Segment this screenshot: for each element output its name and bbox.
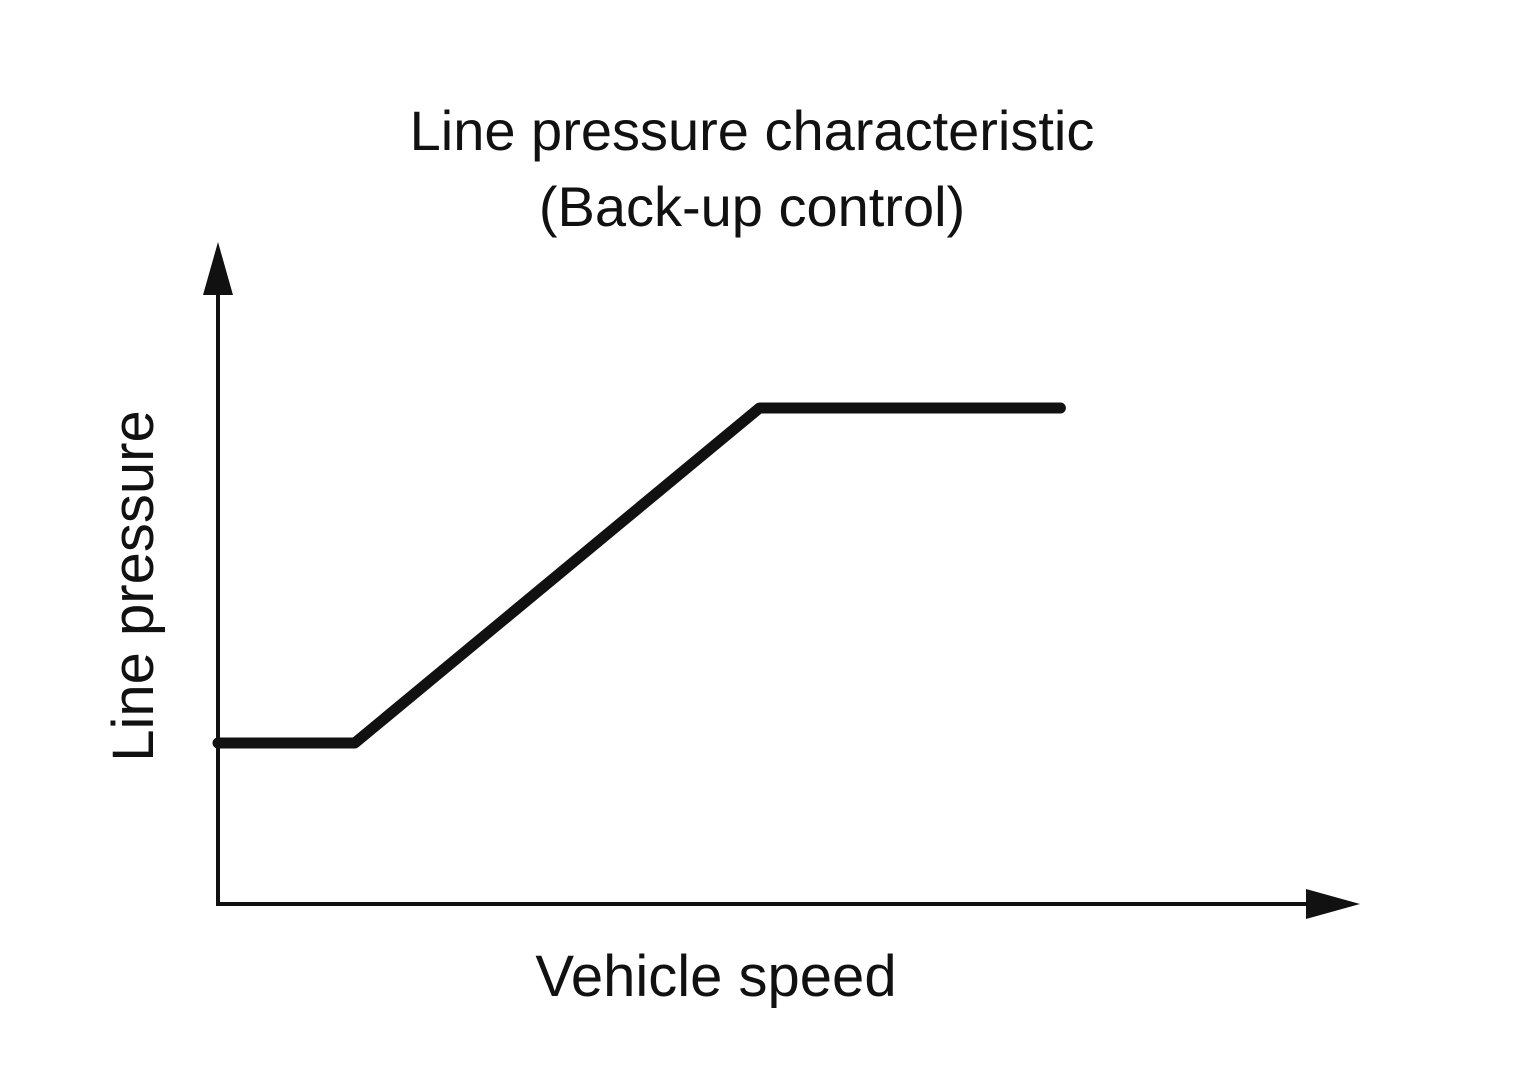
series-group xyxy=(212,402,1066,749)
series-line-0 xyxy=(212,402,1066,749)
chart-title-line-2: (Back-up control) xyxy=(539,175,965,238)
x-axis-label: Vehicle speed xyxy=(535,944,896,1009)
chart-title-line-1: Line pressure characteristic xyxy=(410,99,1095,162)
y-axis-label: Line pressure xyxy=(101,410,166,761)
x-axis-arrowhead xyxy=(1306,889,1360,919)
y-axis-arrowhead xyxy=(203,242,233,295)
